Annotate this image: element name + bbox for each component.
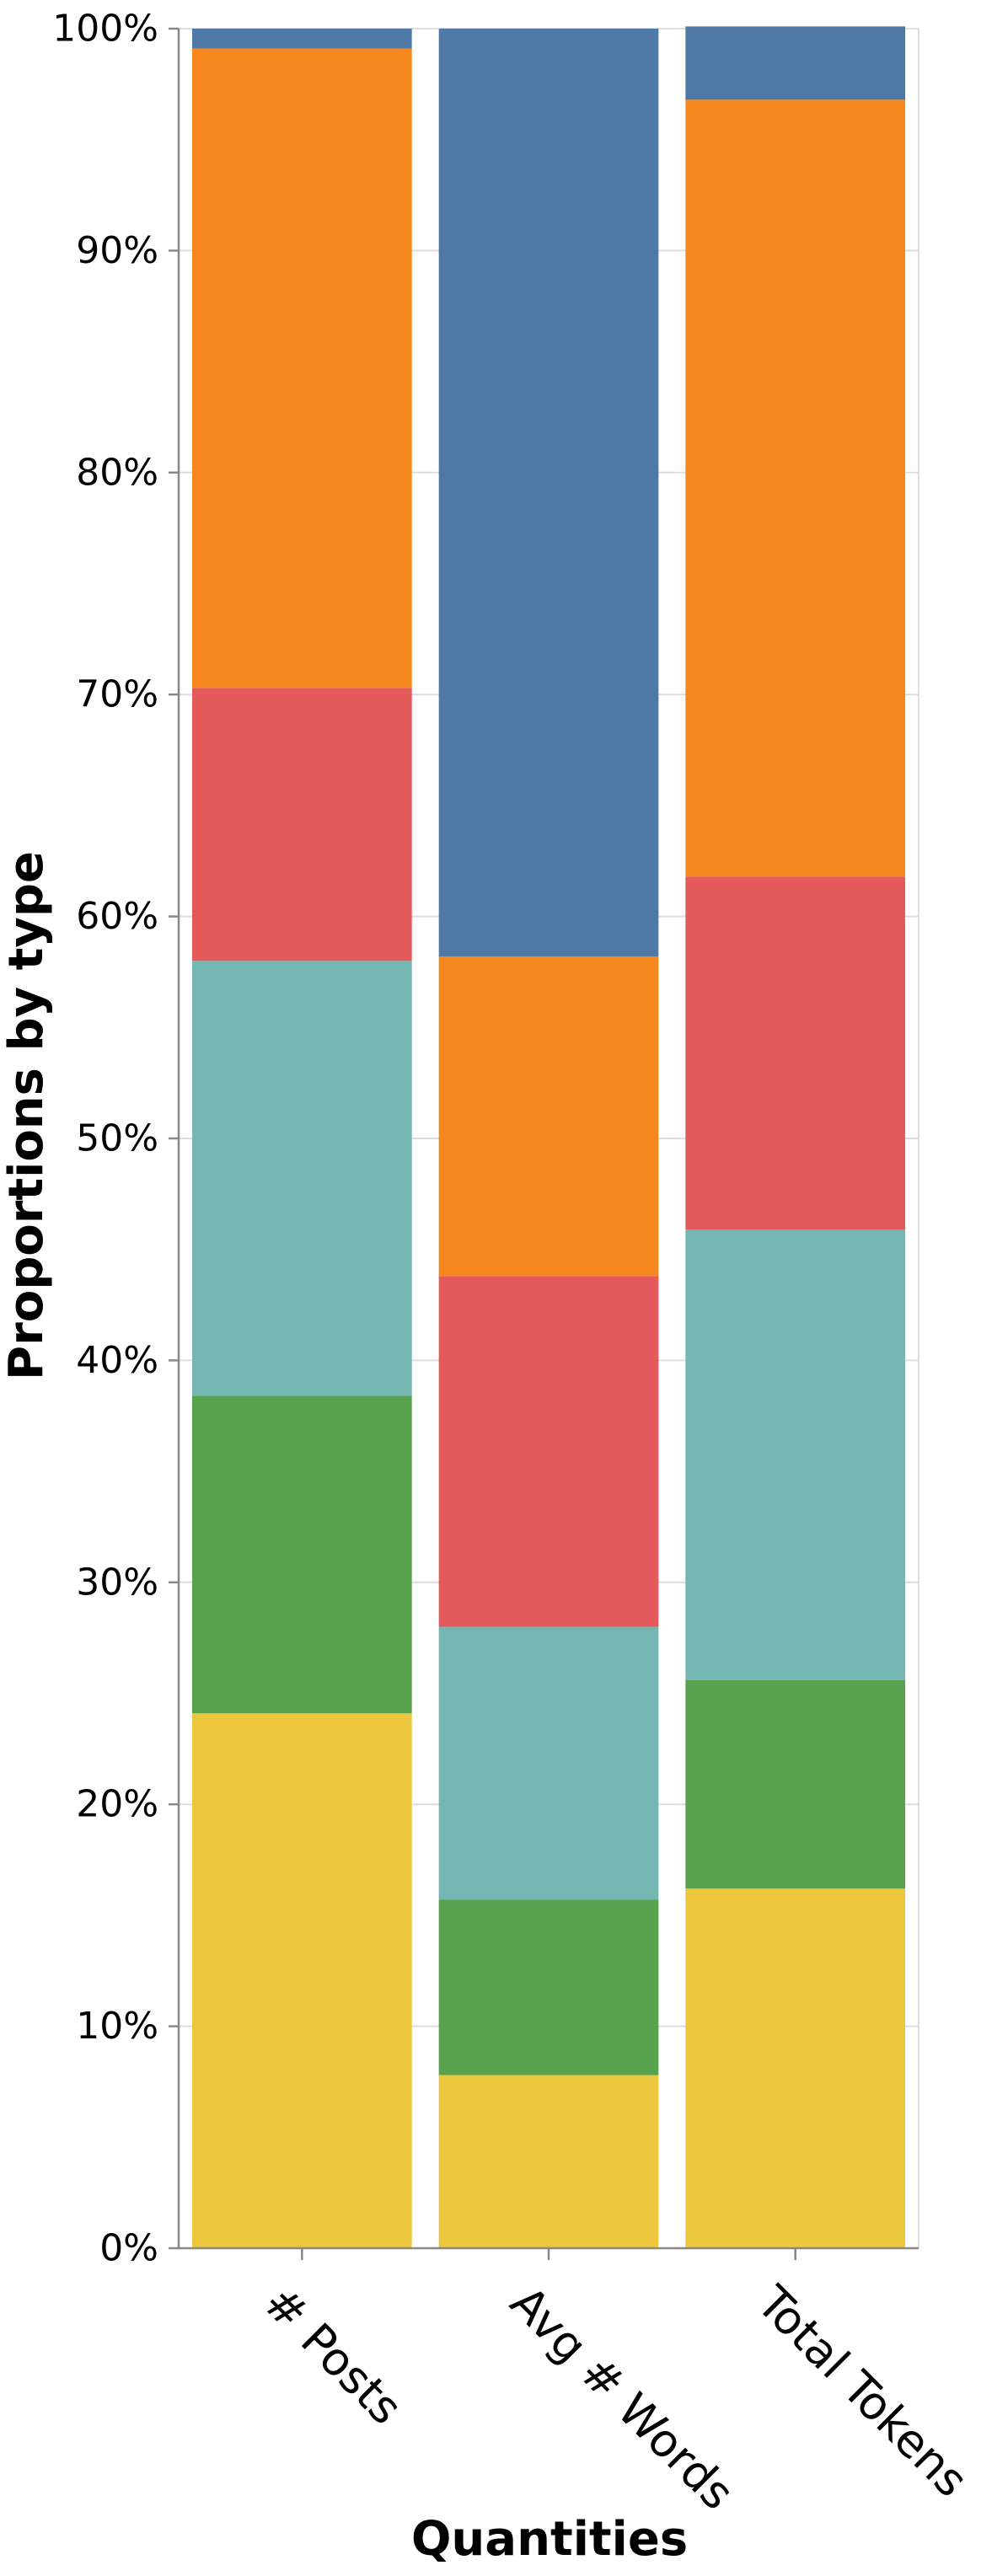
y-tick-label: 50% [76,1117,158,1160]
bar-segment [192,1713,412,2248]
x-tick-label: # Posts [254,2276,412,2434]
bar-segment [438,29,659,957]
bar-segment [438,1276,659,1627]
bar-segment [685,1679,905,1889]
y-tick-label: 100% [52,8,158,51]
bar-segment [192,48,412,688]
bars-layer [192,26,905,2248]
y-tick-label: 0% [99,2227,158,2270]
x-tick-label: Avg # Words [501,2276,745,2520]
bar-segment [685,876,905,1229]
y-tick-label: 10% [76,2005,158,2048]
y-tick-label: 90% [76,229,158,272]
bar-segment [438,2075,659,2248]
bar-segment [192,1395,412,1714]
y-tick-label: 80% [76,451,158,494]
bar-segment [685,99,905,877]
y-axis-title: Proportions by type [0,851,54,1380]
y-tick-label: 70% [76,673,158,716]
x-tick-label: Total Tokens [746,2275,978,2507]
bar-segment [438,956,659,1277]
bar-segment [192,961,412,1396]
bar-segment [685,1229,905,1680]
y-tick-label: 60% [76,895,158,938]
y-tick-label: 20% [76,1783,158,1826]
bar-segment [438,1626,659,1900]
x-axis-title: Quantities [411,2512,688,2567]
bar-segment [685,26,905,100]
bar-segment [192,688,412,961]
bar-segment [685,1888,905,2248]
bar-segment [438,1899,659,2075]
bar-segment [192,29,412,49]
y-tick-label: 40% [76,1339,158,1382]
y-tick-label: 30% [76,1561,158,1604]
